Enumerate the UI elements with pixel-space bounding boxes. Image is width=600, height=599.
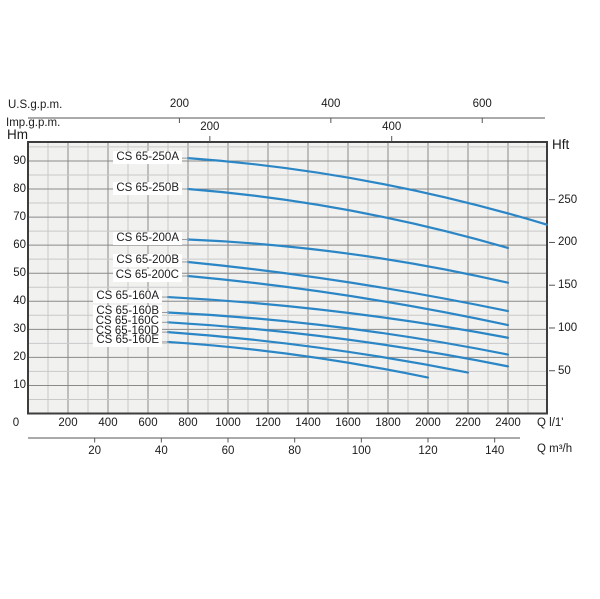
pump-curve bbox=[186, 187, 510, 250]
pump-curve bbox=[186, 238, 510, 284]
pump-curve bbox=[166, 340, 430, 379]
pump-curve bbox=[186, 274, 510, 327]
pump-curve bbox=[166, 331, 470, 374]
pump-curve bbox=[186, 157, 549, 226]
pump-curve bbox=[166, 311, 510, 356]
pump-curve bbox=[166, 321, 510, 368]
plot-frame bbox=[27, 141, 548, 415]
pump-curve bbox=[186, 260, 510, 313]
pump-curve bbox=[166, 295, 510, 339]
